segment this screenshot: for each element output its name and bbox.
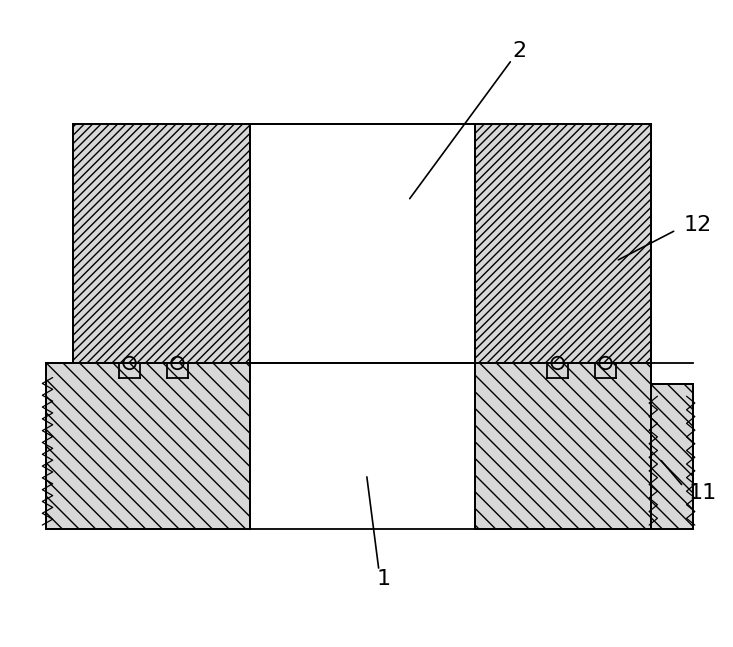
Polygon shape (651, 384, 693, 529)
Polygon shape (250, 124, 474, 363)
Polygon shape (46, 363, 250, 529)
Text: 11: 11 (688, 483, 717, 503)
Polygon shape (73, 124, 250, 363)
Text: 1: 1 (376, 569, 390, 589)
Text: 12: 12 (683, 215, 712, 235)
Polygon shape (474, 363, 651, 529)
Polygon shape (250, 363, 474, 529)
Polygon shape (474, 124, 651, 363)
Text: 2: 2 (512, 41, 526, 61)
